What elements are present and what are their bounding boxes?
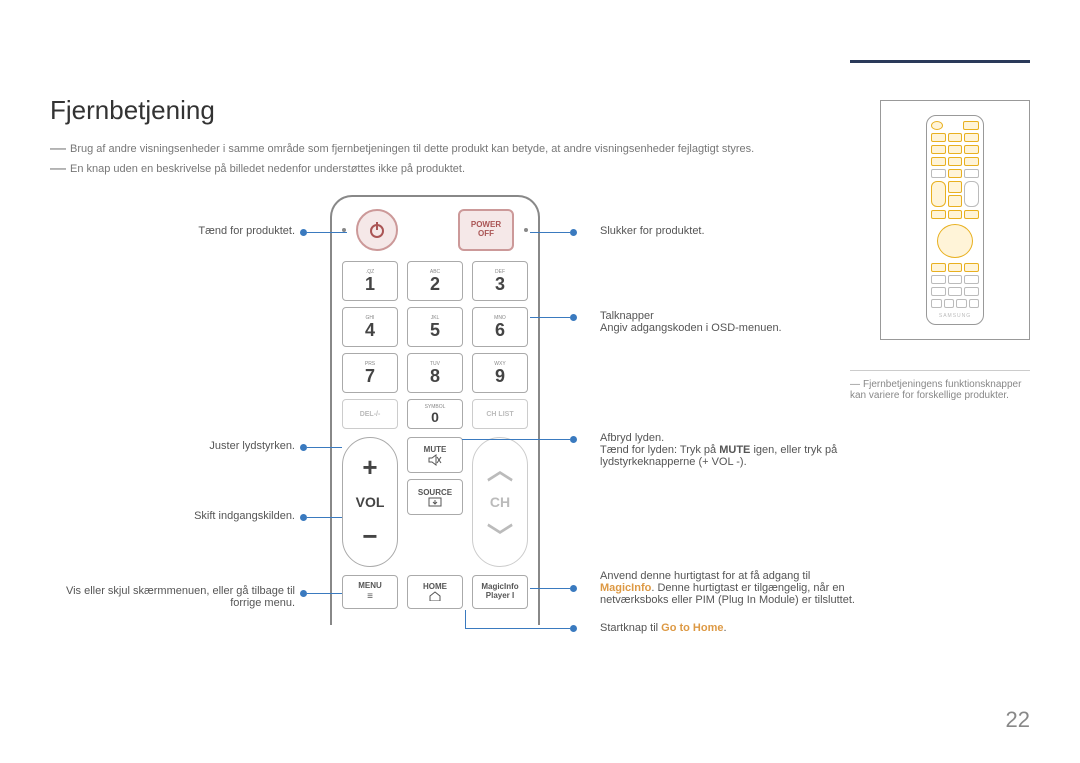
callout-vol: Juster lydstyrken. [50,440,295,452]
remote-diagram: POWEROFF .QZ1 ABC2 DEF3 GHI4 JKL5 MNO6 P… [330,195,540,625]
sidenote: ―Fjernbetjeningens funktionsknapper kan … [850,370,1030,401]
page-title: Fjernbetjening [50,95,215,126]
mini-remote-box: SAMSUNG [880,100,1030,340]
callout-source: Skift indgangskilden. [50,510,295,522]
key-8: TUV8 [407,353,463,393]
key-chlist: CH LIST [472,399,528,429]
callout-magicinfo: Anvend denne hurtigtast for at få adgang… [600,570,860,606]
callout-power-off: Slukker for produktet. [600,225,705,237]
note-1: ―Brug af andre visningsenheder i samme o… [50,140,754,158]
mini-remote: SAMSUNG [926,115,984,325]
source-button: SOURCE [407,479,463,515]
key-7: PRS7 [342,353,398,393]
page-number: 22 [1006,707,1030,733]
top-rule [850,60,1030,63]
ch-rocker: ︿ CH ﹀ [472,437,528,567]
vol-rocker: + VOL − [342,437,398,567]
key-1: .QZ1 [342,261,398,301]
key-2: ABC2 [407,261,463,301]
key-6: MNO6 [472,307,528,347]
key-5: JKL5 [407,307,463,347]
note-2: ―En knap uden en beskrivelse på billedet… [50,160,465,178]
callout-menu: Vis eller skjul skærmmenuen, eller gå ti… [50,585,295,609]
magicinfo-button: MagicInfoPlayer I [472,575,528,609]
callout-mute: Afbryd lyden. Tænd for lyden: Tryk på MU… [600,432,860,468]
power-on-button [356,209,398,251]
key-del: DEL-/- [342,399,398,429]
key-3: DEF3 [472,261,528,301]
callout-numbers: TalknapperAngiv adgangskoden i OSD-menue… [600,310,782,334]
home-button: HOME [407,575,463,609]
key-0: SYMBOL0 [407,399,463,429]
mute-button: MUTE [407,437,463,473]
menu-button: MENU≡ [342,575,398,609]
callout-home: Startknap til Go to Home. [600,622,727,634]
callout-power-on: Tænd for produktet. [50,225,295,237]
key-4: GHI4 [342,307,398,347]
power-off-button: POWEROFF [458,209,514,251]
key-9: WXY9 [472,353,528,393]
